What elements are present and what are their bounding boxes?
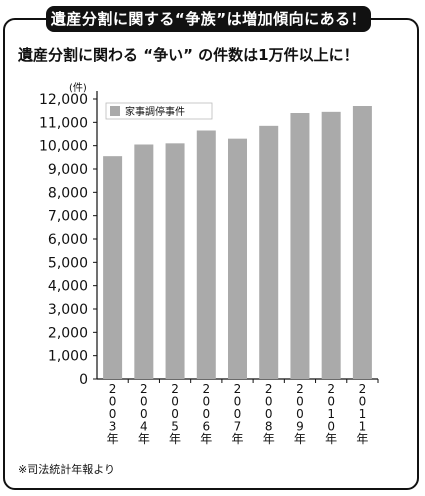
y-tick-label: 3,000 [48,302,88,318]
y-tick-label: 10,000 [39,139,88,155]
y-tick-label: 2,000 [48,325,88,341]
bar-2008年 [259,125,279,379]
y-tick-label: 1,000 [48,349,88,365]
y-tick-label: 8,000 [48,185,88,201]
title-banner: 遺産分割に関する“争族”は増加傾向にある！ [46,6,371,32]
y-tick-label: 9,000 [48,162,88,178]
y-tick-label: 12,000 [39,92,88,108]
legend-box [105,102,213,120]
y-axis-unit-label: (件) [69,82,87,94]
y-tick-label: 0 [79,372,88,388]
bar-2007年 [228,138,247,379]
bar-2011年 [352,106,372,379]
y-tick-label: 6,000 [48,232,88,248]
bar-2005年 [165,143,185,379]
y-tick-label: 7,000 [48,209,88,225]
source-note: ※司法統計年報より [18,463,115,476]
bar-2003年 [103,156,123,379]
legend-swatch [110,106,120,116]
y-tick-label: 4,000 [48,279,88,295]
chart-subtitle: 遺産分割に関わる “争い” の件数は1万件以上に！ [18,46,359,64]
bar-2009年 [290,113,310,379]
legend-label: 家事調停事件 [125,105,185,118]
y-tick-label: 5,000 [48,255,88,271]
bar-2010年 [321,111,341,379]
bar-2004年 [134,144,154,379]
bar-2006年 [196,130,216,379]
y-tick-label: 11,000 [39,115,88,131]
